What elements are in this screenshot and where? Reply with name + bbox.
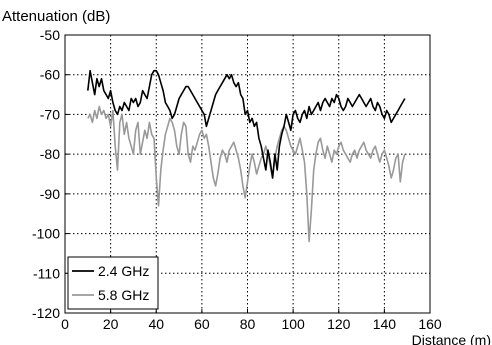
x-tick-label: 0 bbox=[61, 316, 69, 332]
y-tick-label: -60 bbox=[40, 67, 60, 83]
x-tick-label: 120 bbox=[327, 316, 351, 332]
legend-box bbox=[67, 256, 159, 310]
y-tick-label: -90 bbox=[40, 186, 60, 202]
series-lines bbox=[87, 69, 406, 243]
legend-label: 5.8 GHz bbox=[98, 287, 149, 303]
y-tick-label: -120 bbox=[32, 305, 60, 321]
y-tick-label: -70 bbox=[40, 106, 60, 122]
x-tick-label: 140 bbox=[373, 316, 397, 332]
y-axis-label: Attenuation (dB) bbox=[2, 8, 110, 25]
x-axis-label: Distance (m) bbox=[412, 332, 491, 345]
series-line-2-4ghz bbox=[87, 69, 406, 179]
legend-label: 2.4 GHz bbox=[98, 263, 149, 279]
x-tick-label: 160 bbox=[418, 316, 442, 332]
y-tick-label: -50 bbox=[40, 27, 60, 43]
series-line-5-8ghz bbox=[87, 105, 406, 243]
tick-labels: 0 20 40 60 80 100 120 140 160 -50 -60 -70 -80 -90 -100… bbox=[32, 27, 442, 332]
y-tick-label: -110 bbox=[33, 265, 60, 281]
y-tick-label: -100 bbox=[32, 226, 60, 242]
y-tick-label: -80 bbox=[40, 146, 60, 162]
x-tick-label: 20 bbox=[103, 316, 119, 332]
x-tick-label: 80 bbox=[240, 316, 256, 332]
x-tick-label: 100 bbox=[281, 316, 305, 332]
x-tick-label: 40 bbox=[148, 316, 164, 332]
legend: 2.4 GHz 5.8 GHz bbox=[67, 256, 159, 310]
x-tick-label: 60 bbox=[194, 316, 210, 332]
